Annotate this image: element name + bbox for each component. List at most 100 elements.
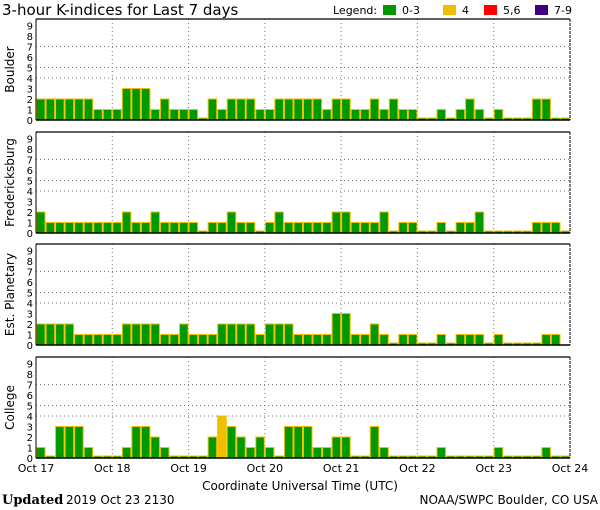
bar (474, 211, 485, 234)
y-tick-label: 7 (27, 156, 33, 167)
bar (293, 98, 304, 121)
bar (369, 98, 380, 121)
bar (159, 222, 170, 234)
bar (541, 334, 551, 346)
bar (112, 334, 122, 346)
bar (121, 211, 132, 234)
y-tick-label: 6 (27, 391, 33, 402)
y-tick-label: 7 (27, 43, 33, 54)
y-tick-label: 6 (27, 278, 33, 289)
bar (159, 98, 170, 121)
bar (255, 334, 265, 346)
bar (102, 109, 113, 121)
bar (245, 98, 256, 121)
bar (283, 222, 294, 234)
bar (436, 222, 447, 234)
y-tick-label: 0 (27, 116, 33, 127)
bar (264, 109, 275, 121)
bar (55, 323, 65, 346)
bar (188, 222, 199, 234)
y-tick-label: 9 (27, 135, 33, 146)
bar (341, 98, 351, 121)
bar (341, 211, 351, 234)
bar (541, 222, 551, 234)
bar (245, 323, 256, 346)
bar (312, 447, 323, 459)
bar (150, 211, 160, 234)
y-tick-label: 7 (27, 381, 33, 392)
y-tick-label: 5 (27, 402, 33, 413)
bar (550, 334, 561, 346)
bar (274, 323, 284, 346)
bar (217, 109, 227, 121)
y-tick-label: 2 (27, 433, 33, 444)
bar (102, 222, 113, 234)
bar (312, 334, 323, 346)
bar (331, 98, 342, 121)
bar (303, 334, 313, 346)
bar (350, 334, 361, 346)
bar (331, 313, 342, 346)
y-tick-label: 1 (27, 331, 33, 342)
bar (541, 447, 551, 459)
bar (350, 222, 361, 234)
bar (207, 436, 218, 459)
bar (140, 426, 151, 459)
y-tick-label: 2 (27, 320, 33, 331)
bar (83, 334, 94, 346)
bar (217, 323, 227, 346)
bar (179, 323, 189, 346)
bar (207, 334, 218, 346)
bar (226, 426, 237, 459)
legend-entry-label: 7-9 (554, 4, 572, 17)
y-tick-label: 7 (27, 268, 33, 279)
bar (140, 323, 151, 346)
panel-label: College (3, 385, 17, 430)
bar (322, 447, 332, 459)
bar (36, 447, 46, 459)
bar (283, 426, 294, 459)
bar (322, 334, 332, 346)
x-tick-label: Oct 21 (323, 462, 360, 475)
updated-label: Updated (2, 493, 63, 508)
bar (455, 109, 466, 121)
y-tick-label: 2 (27, 95, 33, 106)
panel-label: Fredericksburg (3, 138, 17, 227)
bar (236, 436, 246, 459)
bar (140, 88, 151, 121)
y-tick-label: 0 (27, 454, 33, 465)
legend-entry-label: 5,6 (503, 4, 521, 17)
bar (369, 222, 380, 234)
source-credit: NOAA/SWPC Boulder, CO USA (420, 493, 599, 507)
bar (283, 98, 294, 121)
y-tick-label: 8 (27, 370, 33, 381)
bar (465, 334, 475, 346)
bar (83, 222, 94, 234)
bar (159, 334, 170, 346)
bar (74, 334, 84, 346)
x-axis-label: Coordinate Universal Time (UTC) (202, 479, 398, 493)
legend-entry-label: 4 (462, 4, 469, 17)
y-tick-label: 9 (27, 247, 33, 258)
y-tick-label: 4 (27, 299, 33, 310)
x-tick-label: Oct 17 (18, 462, 55, 475)
bar (465, 98, 475, 121)
bar (312, 98, 323, 121)
bar (102, 334, 113, 346)
bar (198, 334, 208, 346)
bar (93, 222, 103, 234)
bar (407, 109, 418, 121)
bar (331, 436, 342, 459)
bar (226, 323, 237, 346)
bar (150, 109, 160, 121)
bar (121, 323, 132, 346)
bar (293, 426, 304, 459)
y-tick-label: 9 (27, 360, 33, 371)
bar (369, 426, 380, 459)
bar (236, 98, 246, 121)
y-tick-label: 1 (27, 444, 33, 455)
bar (226, 98, 237, 121)
